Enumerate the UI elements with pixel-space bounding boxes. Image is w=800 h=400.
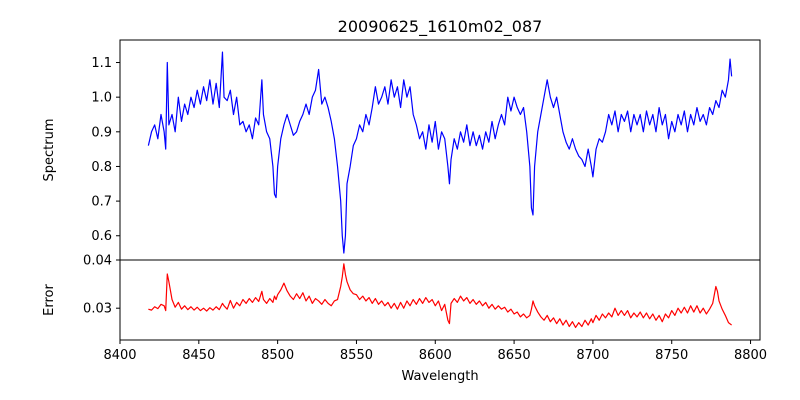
x-tick-label: 8800 [734,348,767,363]
spectrum-y-axis-label: Spectrum [42,119,57,182]
error-y-axis-label: Error [42,284,57,316]
error-series-layer [148,263,732,329]
x-tick-label: 8400 [103,348,136,363]
error-y-tick-label: 0.04 [83,254,112,269]
error-y-tick-label: 0.03 [83,302,112,317]
error-plot-frame [119,259,761,341]
chart-title: 20090625_1610m02_087 [338,17,543,37]
x-tick-label: 8650 [498,348,531,363]
spectrum-y-tick-label: 1.1 [91,56,112,71]
x-tick-label: 8700 [576,348,609,363]
spectrum-y-tick-label: 1.0 [91,91,112,106]
x-tick-label: 8550 [340,348,373,363]
error-y-ticks: 0.03 0.04 [83,254,120,317]
spectrum-y-ticks: 0.6 0.7 0.8 0.9 1.0 1.1 [91,56,120,244]
x-axis-label: Wavelength [401,369,478,384]
x-tick-label: 8450 [182,348,215,363]
spectrum-y-tick-label: 0.8 [91,160,112,175]
spectrum-series-line [147,51,733,254]
spectrum-y-tick-label: 0.7 [91,195,112,210]
error-series-line [148,263,732,329]
spectrum-series-layer [147,51,733,254]
x-axis-ticks: 8400 8450 8500 8550 8600 8650 8700 8750 8800 [103,340,767,363]
x-tick-label: 8600 [419,348,452,363]
spectrum-y-tick-label: 0.9 [91,125,112,140]
spectrum-y-tick-label: 0.6 [91,229,112,244]
x-tick-label: 8500 [261,348,294,363]
error-panel: 0.03 0.04 Error [42,254,761,341]
x-tick-label: 8750 [655,348,688,363]
